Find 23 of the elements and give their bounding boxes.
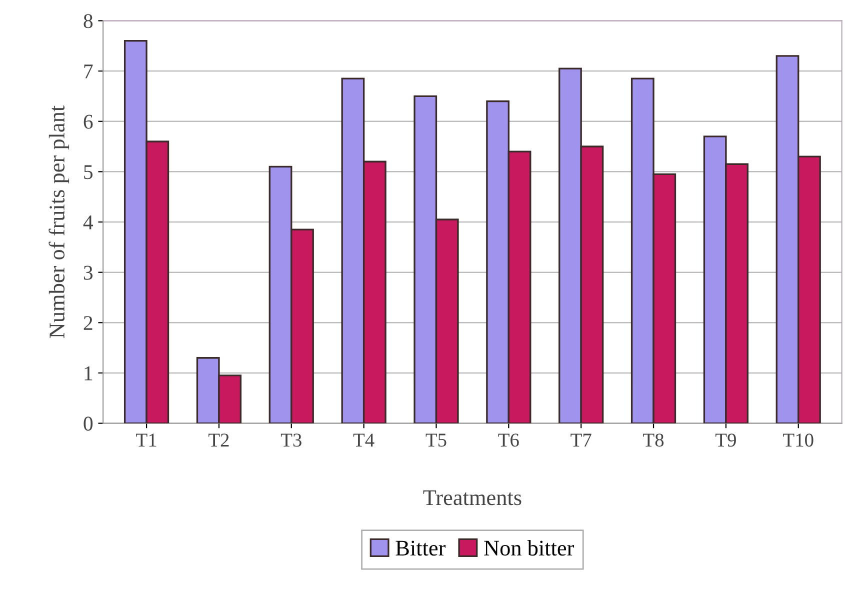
y-tick-label: 5 (84, 165, 93, 180)
x-tick-label: T6 (498, 434, 519, 447)
y-tick-label: 0 (84, 416, 93, 431)
y-tick-label: 4 (83, 216, 94, 230)
y-tick-label: 2 (84, 316, 92, 330)
x-tick-label: T2 (208, 434, 229, 446)
y-tick-label: 3 (84, 266, 93, 280)
y-tick-label: 6 (84, 114, 93, 129)
y-tick-label: 8 (84, 14, 93, 28)
y-tick-label: 1 (84, 366, 92, 380)
x-tick-label: T10 (783, 434, 814, 447)
y-axis-title: Number of fruits per plant (48, 105, 70, 338)
x-axis-title: Treatments (423, 490, 522, 506)
x-tick-label: T9 (715, 434, 736, 447)
y-tick-label: 7 (84, 64, 93, 78)
x-tick-label: T3 (280, 434, 302, 447)
legend-label: Non bitter (484, 540, 574, 556)
x-tick-label: T7 (570, 434, 592, 446)
legend-label: Bitter (396, 540, 446, 556)
x-tick-label: T1 (136, 434, 156, 446)
x-tick-label: T5 (426, 434, 446, 447)
x-tick-label: T8 (643, 434, 664, 447)
x-tick-label: T4 (353, 434, 374, 446)
